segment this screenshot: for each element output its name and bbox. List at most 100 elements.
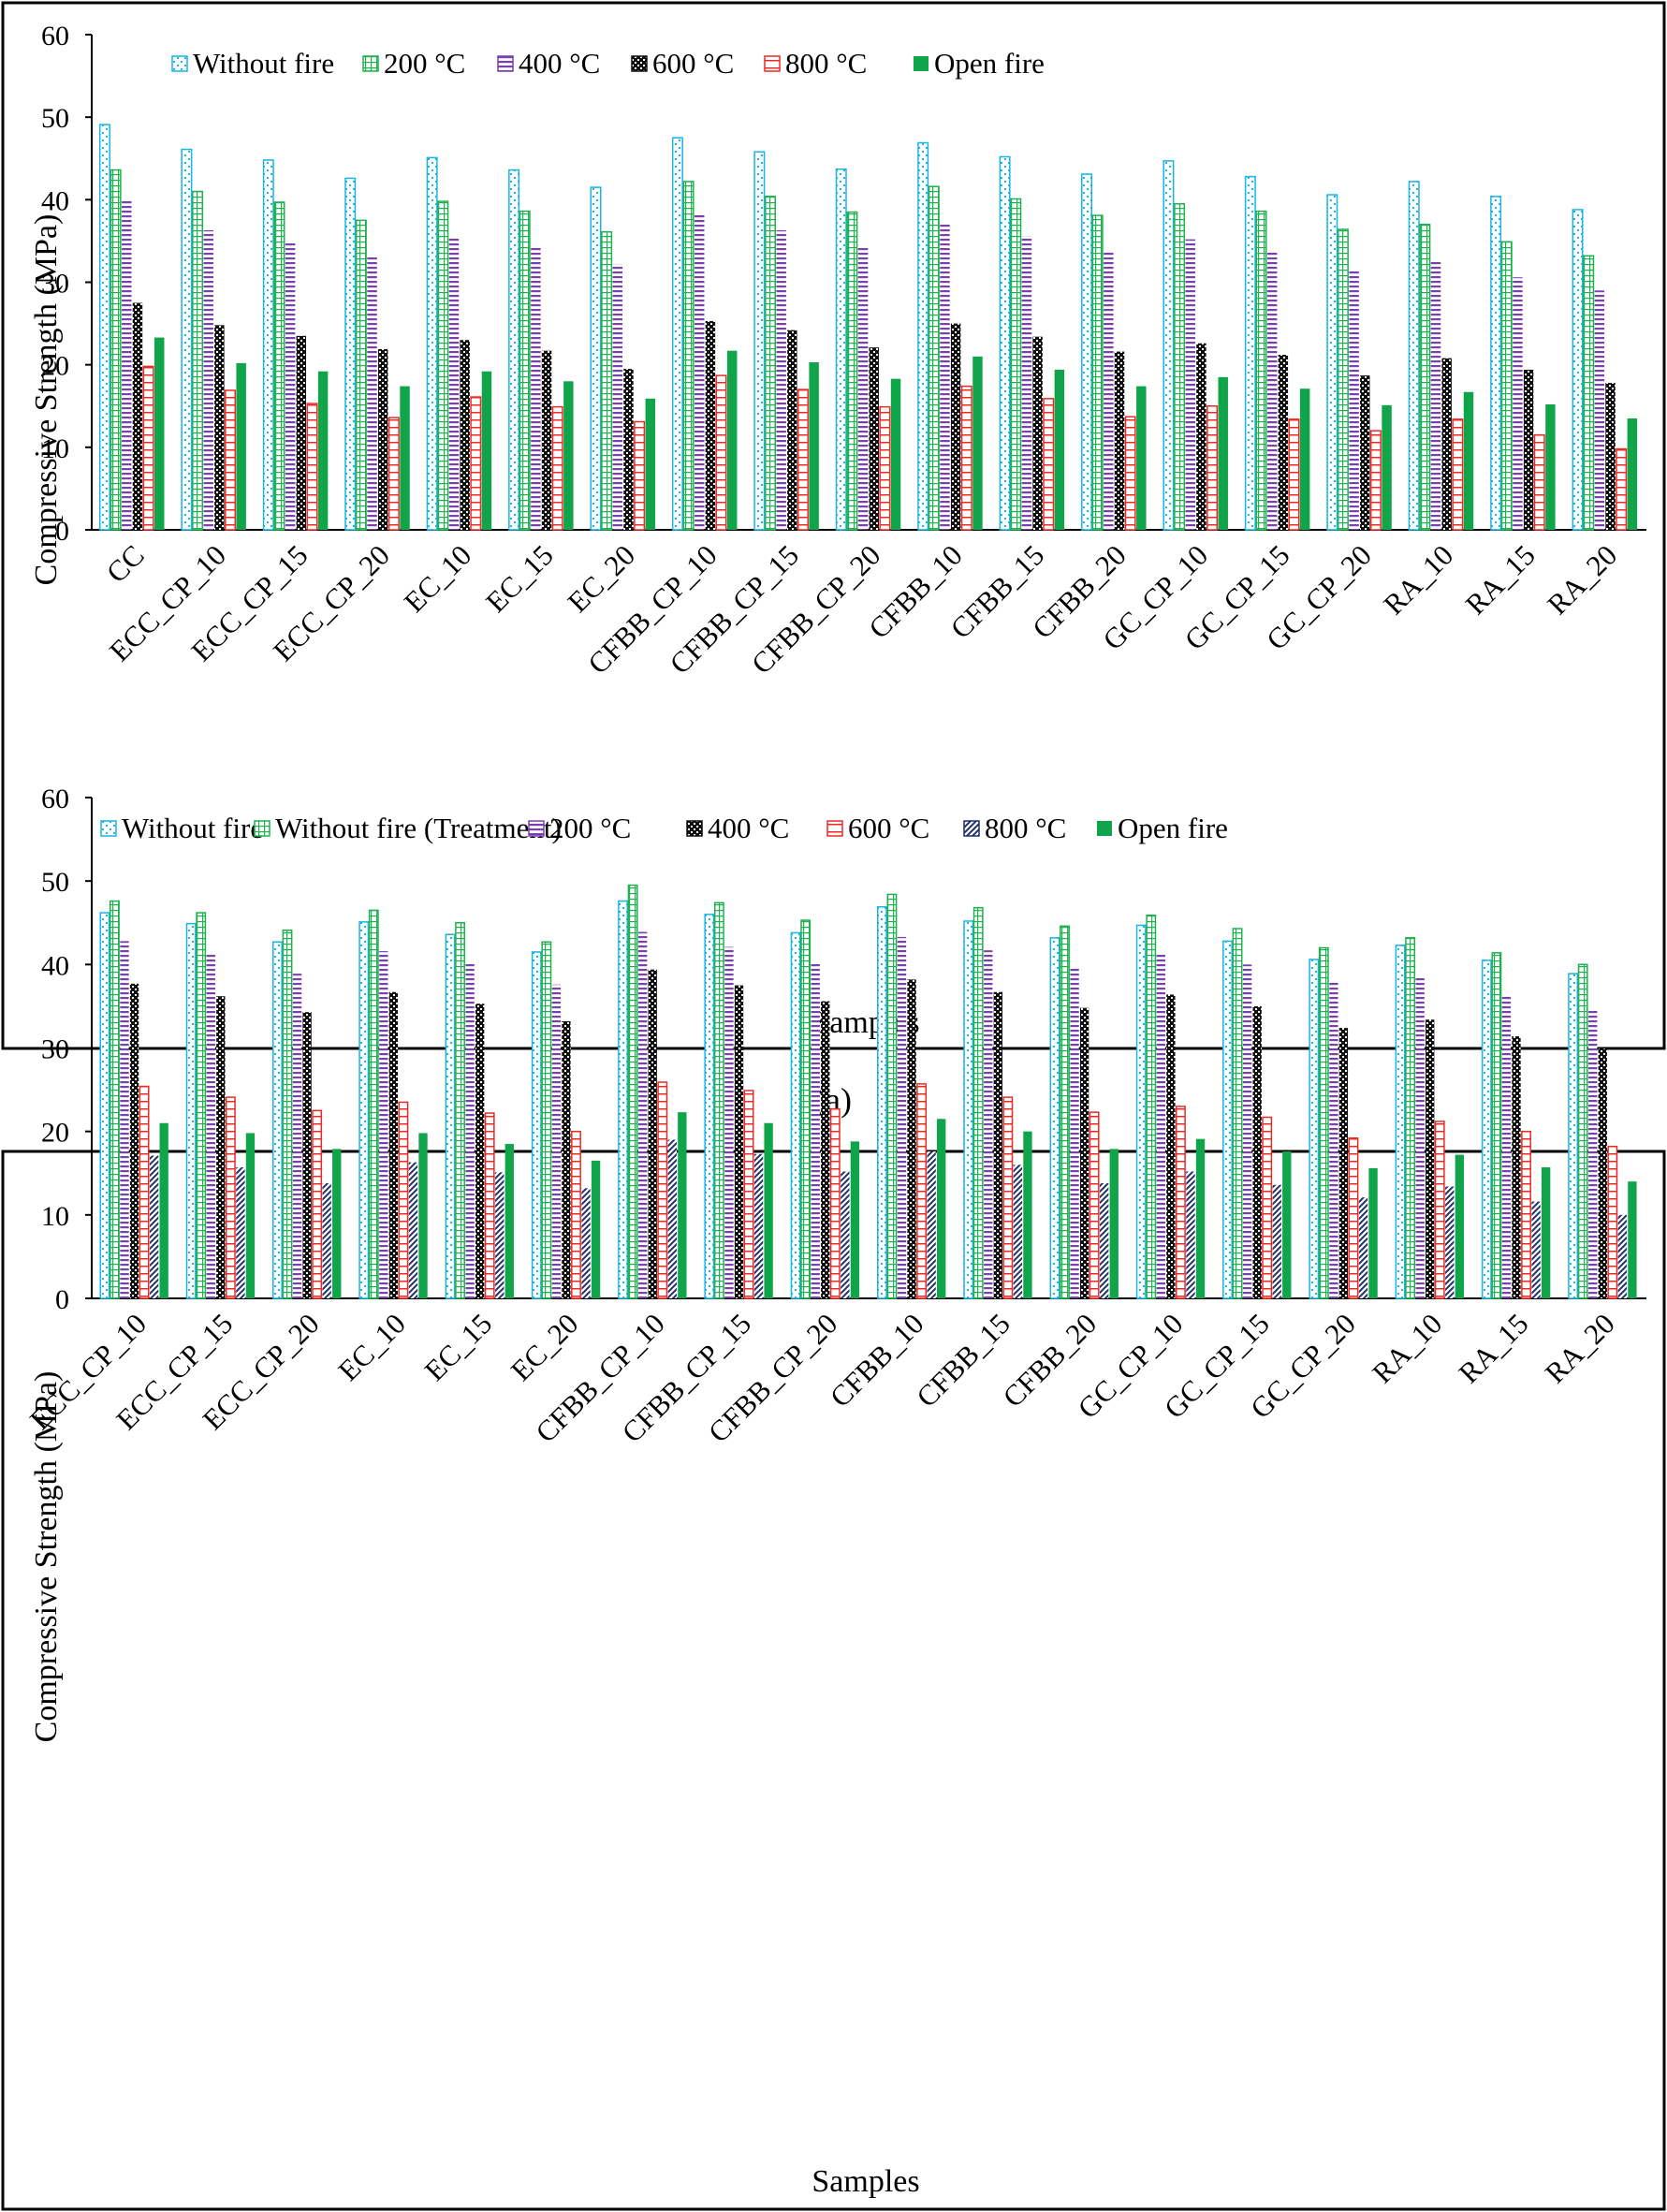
bar-gc-cp-10-400-degc	[1185, 239, 1195, 530]
bar-cfbb-cp-20-open-fire	[850, 1141, 860, 1298]
bar-cfbb-20-200-degc	[1070, 967, 1079, 1298]
bar-cfbb-cp-20-200-degc	[846, 211, 858, 531]
bar-cfbb-20-600-degc	[1114, 351, 1125, 530]
y-tick-label: 60	[41, 784, 69, 814]
bar-ec-20-open-fire	[645, 398, 656, 530]
bar-ec-15-400-degc	[475, 1003, 485, 1298]
bar-ec-10-600-degc	[398, 1101, 409, 1299]
bar-ra-10-without-fire-treatment	[1405, 937, 1416, 1299]
bar-gc-cp-10-600-degc	[1176, 1106, 1186, 1299]
bar-cfbb-cp-20-800-degc	[841, 1171, 850, 1298]
bar-cfbb-20-without-fire-treatment	[1060, 925, 1070, 1299]
bar-ec-15-600-degc	[541, 350, 552, 530]
bar-gc-cp-10-800-degc	[1186, 1171, 1195, 1298]
bar-ra-15-400-degc	[1512, 1036, 1521, 1298]
bar-cfbb-cp-10-without-fire-treatment	[627, 884, 638, 1299]
bar-gc-cp-15-600-degc	[1262, 1116, 1273, 1299]
bar-ec-20-600-degc	[571, 1130, 581, 1299]
bar-cc-400-degc	[122, 200, 132, 530]
bar-ec-10-without-fire	[426, 156, 438, 531]
bar-ecc-cp-10-600-degc	[139, 1085, 150, 1299]
bar-ec-10-800-degc	[408, 1162, 418, 1298]
bar-ec-20-without-fire	[590, 186, 602, 531]
bar-gc-cp-15-without-fire-treatment	[1232, 928, 1243, 1299]
bar-ecc-cp-20-800-degc	[388, 417, 400, 531]
bar-cfbb-cp-10-800-degc	[715, 374, 727, 531]
legend-item-600-degc: 600 °C	[826, 812, 929, 844]
chart-b-x-axis-label: Samples	[812, 2164, 919, 2199]
bar-cfbb-10-200-degc	[928, 185, 940, 531]
legend-label: 400 °C	[708, 812, 789, 844]
bar-ecc-cp-15-without-fire	[185, 922, 197, 1299]
bar-ra-10-600-degc	[1441, 358, 1452, 530]
legend-label: Open fire	[1118, 812, 1228, 844]
bar-gc-cp-15-open-fire	[1282, 1151, 1292, 1298]
bar-cfbb-cp-10-600-degc	[657, 1081, 668, 1299]
bar-cfbb-cp-15-without-fire	[753, 151, 766, 531]
bar-ra-15-200-degc	[1500, 241, 1513, 531]
bar-ecc-cp-20-800-degc	[322, 1182, 331, 1298]
bar-ecc-cp-15-200-degc	[206, 953, 215, 1298]
y-tick-label: 50	[41, 867, 69, 898]
bar-cfbb-cp-10-200-degc	[682, 181, 695, 531]
bar-cc-600-degc	[132, 302, 143, 530]
bar-ra-20-without-fire	[1568, 973, 1579, 1299]
bar-gc-cp-10-200-degc	[1156, 954, 1165, 1298]
bar-cfbb-cp-20-open-fire	[890, 378, 901, 530]
legend-label: 400 °C	[519, 47, 600, 80]
legend-item-200-degc: 200 °C	[528, 812, 631, 844]
bar-ra-20-200-degc	[1588, 1010, 1598, 1299]
chart-a-y-axis-label: Compressive Strength (MPa)	[29, 214, 64, 586]
bar-ec-15-without-fire-treatment	[455, 922, 465, 1299]
bar-ra-20-without-fire-treatment	[1577, 963, 1588, 1299]
bar-ra-10-800-degc	[1445, 1186, 1455, 1298]
legend-swatch	[171, 55, 188, 72]
bar-ecc-cp-15-600-degc	[225, 1096, 236, 1299]
bar-cfbb-cp-15-600-degc	[787, 330, 797, 530]
bar-ec-15-400-degc	[531, 246, 541, 530]
bar-ec-15-800-degc	[495, 1172, 504, 1298]
bar-ecc-cp-20-open-fire	[400, 386, 410, 530]
bar-ecc-cp-15-800-degc	[236, 1167, 245, 1298]
bar-gc-cp-15-800-degc	[1288, 418, 1300, 531]
bar-cfbb-20-200-degc	[1091, 214, 1104, 531]
bar-ec-20-without-fire-treatment	[541, 941, 552, 1299]
bar-ec-15-without-fire	[445, 933, 456, 1299]
bar-cfbb-cp-10-200-degc	[637, 931, 648, 1298]
bar-ec-20-600-degc	[623, 369, 634, 530]
bar-cfbb-cp-15-400-degc	[776, 229, 786, 530]
bar-ec-20-800-degc	[581, 1188, 591, 1298]
bar-gc-cp-10-400-degc	[1166, 994, 1176, 1298]
bar-cfbb-cp-15-200-degc	[765, 196, 776, 531]
legend-label: 200 °C	[384, 47, 465, 80]
legend-label: 200 °C	[549, 812, 631, 844]
bar-gc-cp-15-800-degc	[1272, 1184, 1281, 1298]
chart-b-bars	[99, 884, 1637, 1299]
bar-ec-20-without-fire	[531, 951, 542, 1299]
bar-ecc-cp-10-800-degc	[225, 389, 236, 531]
bar-ec-10-200-degc	[379, 951, 388, 1298]
bar-cfbb-15-open-fire	[1054, 369, 1065, 530]
bar-ecc-cp-15-800-degc	[306, 403, 318, 531]
legend-item-200-degc: 200 °C	[362, 47, 465, 80]
legend-swatch	[914, 56, 929, 71]
bar-gc-cp-20-800-degc	[1369, 430, 1382, 531]
bar-ec-20-open-fire	[591, 1160, 601, 1299]
bar-gc-cp-10-without-fire	[1135, 924, 1147, 1299]
bar-cfbb-20-800-degc	[1124, 416, 1136, 531]
bar-ra-20-800-degc	[1616, 447, 1628, 531]
bar-ecc-cp-15-without-fire	[262, 159, 274, 531]
bar-gc-cp-10-without-fire-treatment	[1146, 914, 1157, 1299]
bar-cfbb-20-open-fire	[1109, 1149, 1119, 1298]
bar-cfbb-cp-15-without-fire-treatment	[713, 901, 724, 1299]
legend-item-400-degc: 400 °C	[686, 812, 789, 844]
bar-cfbb-cp-20-without-fire	[790, 931, 801, 1299]
bar-gc-cp-20-without-fire-treatment	[1318, 946, 1329, 1299]
bar-ra-15-open-fire	[1545, 403, 1556, 530]
bar-ra-15-600-degc	[1521, 1130, 1531, 1299]
legend-swatch	[686, 820, 703, 837]
bar-ra-10-400-degc	[1426, 1019, 1435, 1298]
